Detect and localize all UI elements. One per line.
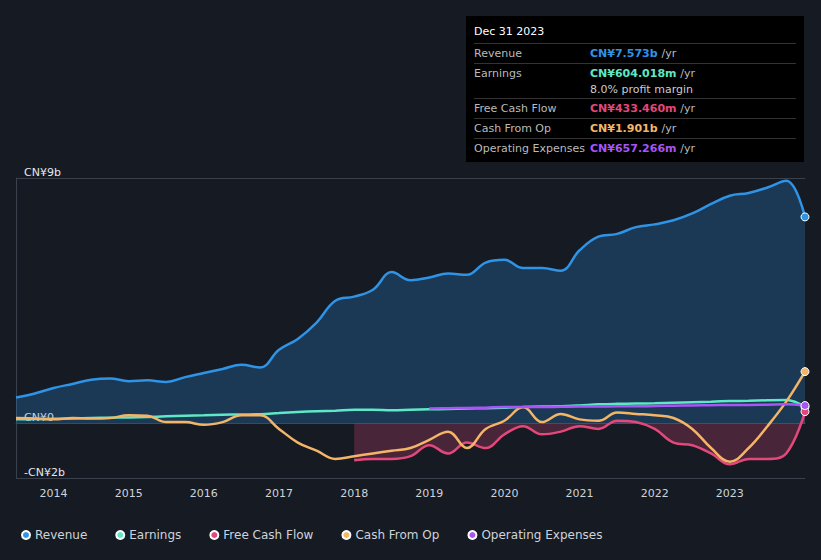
svg-text:2016: 2016 [190, 487, 218, 500]
html-text:CN¥7.573b /yr: CN¥7.573b /yr [590, 47, 677, 60]
svg-text:2015: 2015 [115, 487, 143, 500]
svg-text:Cash From Op: Cash From Op [355, 528, 439, 542]
svg-text:2014: 2014 [40, 487, 68, 500]
svg-text:2020: 2020 [490, 487, 518, 500]
html-text:Revenue: Revenue [474, 47, 522, 60]
svg-text:2023: 2023 [716, 487, 744, 500]
svg-text:2018: 2018 [340, 487, 368, 500]
svg-text:CN¥9b: CN¥9b [24, 166, 61, 179]
svg-text:Earnings: Earnings [129, 528, 181, 542]
html-text:Earnings: Earnings [474, 67, 522, 80]
svg-text:2022: 2022 [641, 487, 669, 500]
html-text:Dec 31 2023: Dec 31 2023 [474, 25, 545, 38]
html-text:CN¥433.460m /yr: CN¥433.460m /yr [590, 102, 696, 115]
svg-text:Free Cash Flow: Free Cash Flow [223, 528, 313, 542]
svg-text:2021: 2021 [566, 487, 594, 500]
svg-text:-CN¥2b: -CN¥2b [24, 466, 65, 479]
html-text:Cash From Op: Cash From Op [474, 122, 551, 135]
svg-text:Operating Expenses: Operating Expenses [481, 528, 602, 542]
html-text:8.0% profit margin: 8.0% profit margin [590, 83, 693, 96]
svg-text:Revenue: Revenue [35, 528, 87, 542]
svg-text:2019: 2019 [415, 487, 443, 500]
html-text:Operating Expenses: Operating Expenses [474, 142, 585, 155]
html-text:CN¥657.266m /yr: CN¥657.266m /yr [590, 142, 696, 155]
html-text:CN¥1.901b /yr: CN¥1.901b /yr [590, 122, 677, 135]
html-text:Free Cash Flow: Free Cash Flow [474, 102, 557, 115]
html-text:CN¥604.018m /yr: CN¥604.018m /yr [590, 67, 696, 80]
svg-text:2017: 2017 [265, 487, 293, 500]
